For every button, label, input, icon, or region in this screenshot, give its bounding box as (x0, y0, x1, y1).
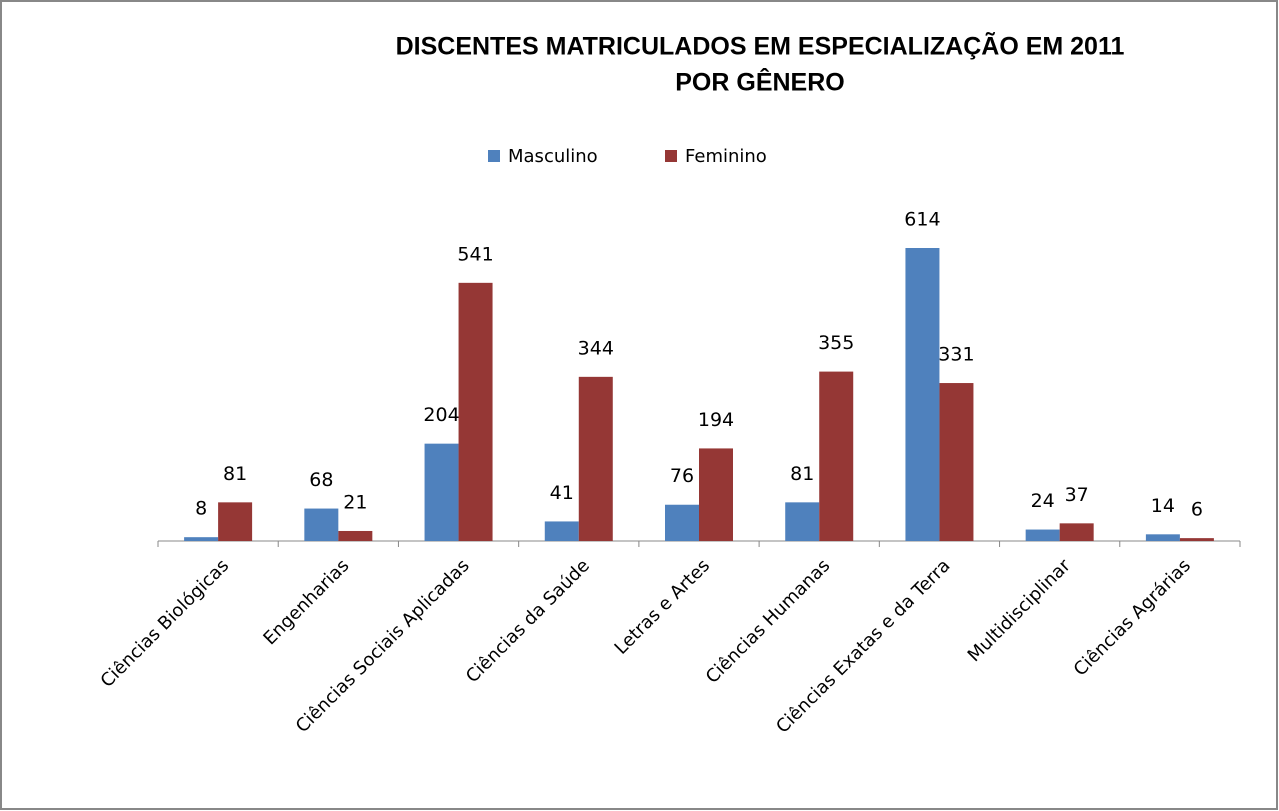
bar (458, 282, 493, 541)
bar (819, 371, 854, 541)
bar (218, 502, 253, 541)
bar (939, 383, 974, 541)
legend-label: Feminino (685, 146, 767, 167)
data-label: 541 (457, 243, 493, 265)
data-label: 194 (698, 409, 734, 431)
data-label: 76 (670, 465, 694, 487)
bar (665, 504, 699, 541)
bar (1025, 529, 1060, 541)
legend-label: Masculino (508, 146, 598, 167)
bar (184, 537, 219, 541)
bar (338, 530, 373, 541)
data-label: 355 (818, 332, 854, 354)
data-label: 21 (343, 491, 367, 513)
bar (699, 448, 733, 541)
bar (1179, 538, 1214, 541)
data-label: 81 (790, 463, 814, 485)
chart-title: POR GÊNERO (675, 67, 844, 97)
bar (424, 443, 459, 541)
legend-swatch (665, 150, 677, 162)
data-label: 41 (550, 482, 574, 504)
data-label: 614 (904, 209, 940, 231)
bar (905, 248, 940, 541)
bar (1145, 534, 1180, 541)
bar (785, 502, 820, 541)
bar (1059, 523, 1094, 541)
data-label: 6 (1191, 499, 1203, 521)
data-label: 14 (1151, 495, 1175, 517)
data-label: 81 (223, 463, 247, 485)
data-label: 204 (423, 404, 459, 426)
data-label: 8 (195, 498, 207, 520)
data-label: 37 (1065, 484, 1089, 506)
data-label: 68 (309, 469, 333, 491)
bar (304, 508, 339, 541)
bar (544, 521, 579, 541)
data-label: 331 (938, 344, 974, 366)
chart-title: DISCENTES MATRICULADOS EM ESPECIALIZAÇÃO… (396, 31, 1125, 61)
legend-swatch (488, 150, 500, 162)
bar (578, 376, 613, 541)
data-label: 24 (1031, 490, 1055, 512)
data-label: 344 (578, 337, 614, 359)
